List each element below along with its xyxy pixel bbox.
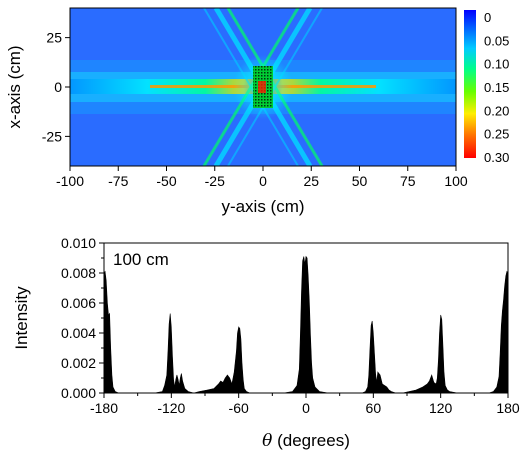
- intensity-xtick-label: 180: [496, 400, 520, 416]
- intensity-ytick-label: 0.002: [61, 355, 96, 371]
- colorbar-tick-label: 0.15: [484, 80, 509, 95]
- intensity-xtick-label: 60: [366, 400, 382, 416]
- heatmap-xtick-label: -75: [108, 173, 128, 189]
- heatmap-plot-area: [70, 8, 456, 166]
- colorbar-tick-label: 0.30: [484, 150, 509, 165]
- heatmap-panel: -100 -75 -50 -25 0 25 50 75 100 25 0 -25 y-axis (cm…: [5, 7, 509, 216]
- colorbar-tick-label: 0: [484, 10, 491, 25]
- heatmap-ytick-label: -25: [42, 128, 62, 144]
- theta-symbol: θ: [262, 431, 272, 451]
- colorbar-tick-label: 0.05: [484, 33, 509, 48]
- heatmap-xlabel: y-axis (cm): [221, 197, 304, 216]
- heatmap-xtick-label: 100: [444, 173, 468, 189]
- intensity-ytick-label: 0.010: [61, 235, 96, 251]
- intensity-panel: -180 -120 -60 0 60 120 180 0.000 0.002 0.004 0.006…: [12, 235, 520, 451]
- heatmap-xtick-label: -25: [205, 173, 225, 189]
- heatmap-ylabel: x-axis (cm): [5, 45, 24, 128]
- colorbar: 0 0.05 0.10 0.15 0.20 0.25 0.30: [464, 10, 509, 165]
- colorbar-ticks: 0 0.05 0.10 0.15 0.20 0.25 0.30: [484, 10, 509, 165]
- intensity-xtick-label: 120: [429, 400, 453, 416]
- heatmap-xtick-label: 25: [303, 173, 319, 189]
- heatmap-source-hotspot: [258, 81, 266, 93]
- colorbar-tick-label: 0.25: [484, 127, 509, 142]
- heatmap-xtick-label: 50: [352, 173, 368, 189]
- heatmap-axes: -100 -75 -50 -25 0 25 50 75 100 25 0 -25: [42, 30, 468, 189]
- colorbar-tick-label: 0.20: [484, 103, 509, 118]
- intensity-area: [103, 255, 509, 394]
- heatmap-ytick-label: 25: [46, 30, 62, 46]
- heatmap-xtick-label: 0: [259, 173, 267, 189]
- intensity-ytick-label: 0.006: [61, 295, 96, 311]
- heatmap-xtick-label: 75: [400, 173, 416, 189]
- intensity-ytick-label: 0.008: [61, 265, 96, 281]
- intensity-xtick-label: -60: [229, 400, 249, 416]
- intensity-ylabel: Intensity: [12, 286, 31, 350]
- intensity-ytick-label: 0.004: [61, 325, 96, 341]
- intensity-xtick-label: 0: [302, 400, 310, 416]
- intensity-axes: -180 -120 -60 0 60 120 180 0.000 0.002 0.004 0.006…: [61, 235, 520, 416]
- colorbar-tick-label: 0.10: [484, 57, 509, 72]
- intensity-annotation: 100 cm: [113, 250, 169, 269]
- intensity-xtick-label: -180: [90, 400, 118, 416]
- intensity-ytick-label: 0.000: [61, 385, 96, 401]
- colorbar-gradient: [464, 10, 476, 158]
- intensity-xlabel-text: (degrees): [272, 431, 349, 450]
- heatmap-xtick-label: -100: [56, 173, 84, 189]
- intensity-xlabel: θ (degrees): [262, 431, 350, 451]
- intensity-xtick-label: -120: [157, 400, 185, 416]
- heatmap-ytick-label: 0: [54, 79, 62, 95]
- heatmap-xtick-label: -50: [156, 173, 176, 189]
